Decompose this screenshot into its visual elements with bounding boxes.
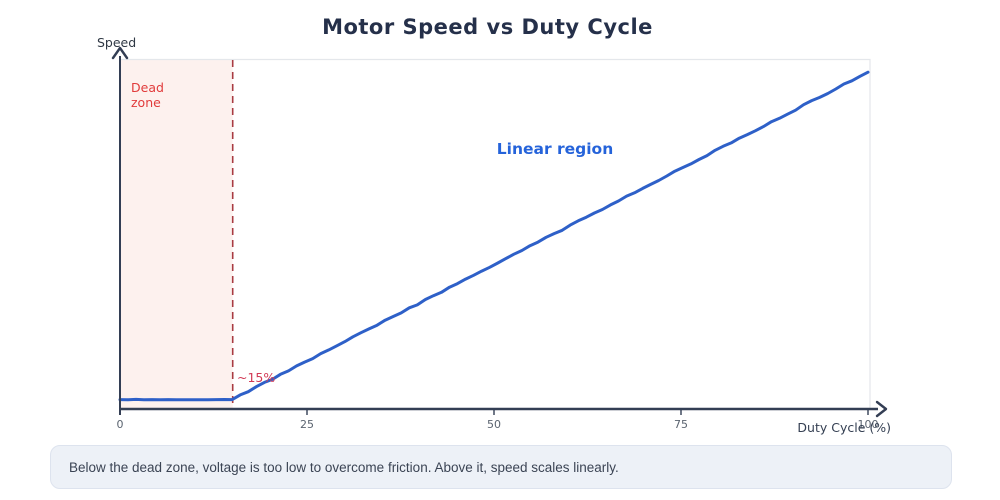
dead-zone-region (120, 60, 233, 409)
linear-region-label: Linear region (496, 140, 614, 158)
chart-title: Motor Speed vs Duty Cycle (322, 15, 653, 39)
dead-zone-label: Dead zone (131, 80, 164, 110)
x-axis-arrow-icon (875, 400, 888, 418)
y-axis-arrow-icon (111, 46, 129, 60)
x-tick-label: 0 (116, 418, 124, 431)
x-axis-label: Duty Cycle (%) (797, 420, 891, 435)
y-axis-label: Speed (97, 35, 137, 50)
speed-line (118, 70, 870, 402)
x-tick-label: 75 (674, 418, 688, 431)
x-tick-label: 100 (857, 418, 879, 431)
x-tick-label: 50 (487, 418, 501, 431)
plot-border (120, 58, 871, 409)
caption-text: Below the dead zone, voltage is too low … (69, 459, 619, 475)
x-tick-label: 25 (300, 418, 314, 431)
plot-canvas (111, 46, 888, 418)
caption-box: Below the dead zone, voltage is too low … (50, 445, 952, 489)
threshold-label: ~15% (237, 370, 276, 385)
